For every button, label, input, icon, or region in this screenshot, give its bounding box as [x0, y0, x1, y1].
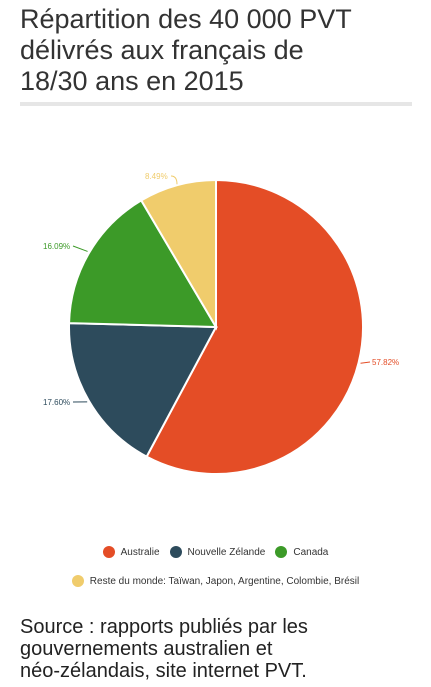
source-line-3: néo-zélandais, site internet PVT.	[20, 660, 307, 682]
legend-row-1: Australie Nouvelle Zélande Canada	[0, 546, 431, 558]
pie-slice-australie	[145, 178, 364, 475]
value-label-canada: 16.09%	[43, 242, 70, 251]
legend-swatch-australie	[102, 546, 115, 558]
pie-slice-nouvelle-zélande	[68, 322, 218, 458]
pie-chart: 57.82% 17.60% 16.09% 8.49%	[43, 172, 399, 475]
leader-line-australie	[360, 361, 371, 364]
source-line-1: Source : rapports publiés par les	[20, 616, 308, 638]
legend-label-nouvelle-zelande: Nouvelle Zélande	[187, 546, 266, 558]
legend-swatch-canada	[275, 546, 288, 558]
value-label-reste-du-monde: 8.49%	[145, 172, 168, 181]
legend-label-canada: Canada	[293, 546, 329, 558]
pie-slice-canada	[68, 199, 218, 329]
value-label-australie: 57.82%	[372, 358, 399, 367]
legend-row-2: Reste du monde: Taïwan, Japon, Argentine…	[0, 575, 431, 587]
legend-item-reste-du-monde[interactable]: Reste du monde: Taïwan, Japon, Argentine…	[71, 575, 360, 587]
legend-item-nouvelle-zelande[interactable]: Nouvelle Zélande	[169, 546, 266, 558]
title-line-2: délivrés aux français de	[20, 35, 304, 65]
leader-line-canada	[72, 245, 88, 252]
source-note: Source : rapports publiés par les gouver…	[20, 616, 420, 682]
legend-label-australie: Australie	[120, 546, 160, 558]
legend-swatch-nouvelle-zelande	[169, 546, 182, 558]
pie-slice-reste-du-monde	[139, 178, 217, 331]
value-label-nouvelle-zélande: 17.60%	[43, 398, 70, 407]
title-divider	[20, 102, 412, 106]
legend-swatch-reste-du-monde	[71, 575, 84, 587]
title-line-1: Répartition des 40 000 PVT	[20, 4, 352, 34]
title-line-3: 18/30 ans en 2015	[20, 66, 244, 96]
legend-item-canada[interactable]: Canada	[275, 546, 328, 558]
leader-line-reste-du-monde	[170, 175, 178, 185]
chart-title: Répartition des 40 000 PVT délivrés aux …	[20, 4, 420, 97]
legend-item-australie[interactable]: Australie	[102, 546, 160, 558]
source-line-2: gouvernements australien et	[20, 638, 273, 660]
legend-label-reste-du-monde: Reste du monde: Taïwan, Japon, Argentine…	[89, 575, 360, 587]
